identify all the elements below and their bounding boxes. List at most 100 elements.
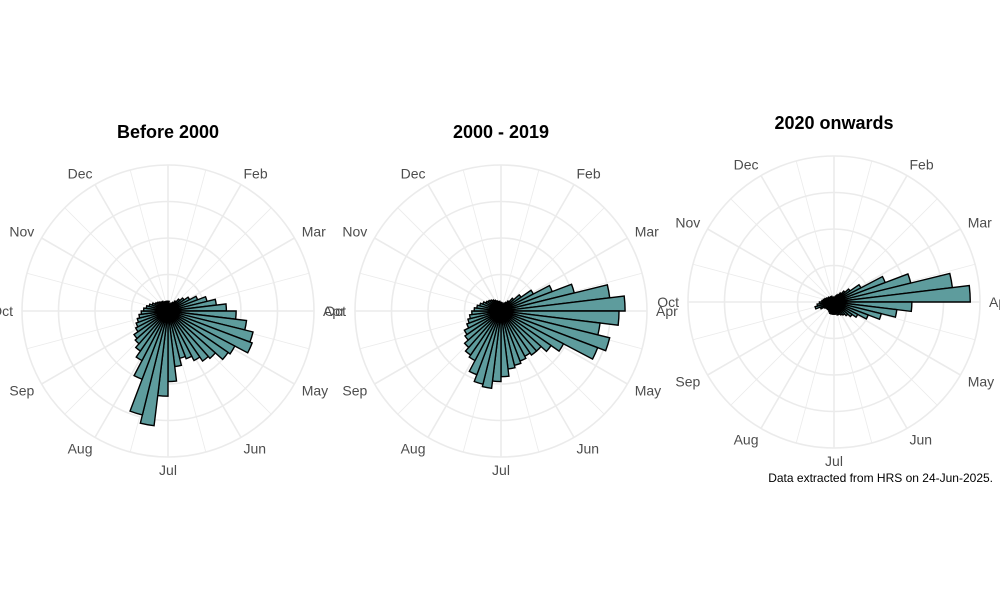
bar-wedge (132, 310, 169, 340)
month-label: Aug (734, 432, 759, 448)
month-label: Jul (159, 462, 177, 478)
month-label: Nov (675, 215, 700, 231)
panel-title: Before 2000 (117, 122, 219, 142)
month-label: Aug (401, 441, 426, 457)
month-label: Aug (68, 441, 93, 457)
month-label: Dec (401, 165, 426, 181)
month-label: Feb (577, 165, 601, 181)
grid-spoke-minor (462, 169, 502, 312)
month-label: Jun (244, 441, 267, 457)
bar-wedge (167, 310, 193, 360)
grid-spoke-minor (167, 207, 272, 312)
month-label: Apr (989, 294, 1000, 310)
bar-wedge (134, 310, 169, 333)
month-label: Jul (492, 462, 510, 478)
bar-series (814, 272, 971, 321)
month-label: Jul (825, 453, 843, 469)
grid-spoke (760, 301, 835, 429)
bar-wedge (167, 310, 217, 360)
bar-series (129, 295, 254, 427)
month-label: Nov (9, 224, 34, 240)
month-label: Sep (675, 374, 700, 390)
month-labels: Feb Mar Apr May Jun Jul Aug Sep Oct Nov Dec (324, 165, 678, 478)
grid-spoke-minor (833, 160, 873, 303)
bar-wedge (463, 310, 502, 336)
grid-spoke (707, 228, 835, 303)
month-label: Apr (656, 303, 678, 319)
month-label: Mar (302, 224, 326, 240)
bar-wedge (471, 310, 502, 316)
month-labels: Feb Mar Apr May Jun Jul Aug Sep Oct Nov Dec (657, 156, 1000, 469)
grid-spoke (94, 184, 169, 312)
bar-wedge (167, 310, 230, 361)
panel-before-2000: Before 2000 Feb Mar Apr May Jun Jul Aug Sep Oct N… (0, 122, 345, 478)
grid-spoke-minor (500, 169, 540, 312)
bar-wedge (140, 310, 169, 316)
bar-wedge (136, 310, 169, 324)
month-label: May (302, 383, 328, 399)
grid-spoke-minor (129, 169, 169, 312)
panel-2000-2019: 2000 - 2019 Feb Mar Apr May Jun Jul Aug Sep Oct N… (324, 122, 678, 478)
month-label: Nov (342, 224, 367, 240)
month-label: May (968, 374, 994, 390)
grid-spoke-minor (500, 207, 605, 312)
month-label: Oct (657, 294, 679, 310)
grid-spoke-minor (692, 263, 835, 303)
bar-wedge (833, 284, 971, 303)
grid-spoke-minor (833, 301, 873, 444)
bar-wedge (500, 295, 626, 312)
month-label: Dec (68, 165, 93, 181)
month-label: Sep (9, 383, 34, 399)
month-label: May (635, 383, 661, 399)
grid-spoke-minor (833, 198, 938, 303)
bar-wedge (463, 310, 502, 349)
grid-spoke (707, 301, 835, 376)
bar-wedge (468, 310, 502, 320)
grid-spoke (167, 184, 242, 312)
month-label: Jun (910, 432, 933, 448)
bar-wedge (467, 310, 502, 324)
grid-spoke-minor (167, 169, 207, 312)
grid-spoke (833, 175, 908, 303)
bar-wedge (138, 310, 169, 319)
month-label: Apr (323, 303, 345, 319)
grid-spoke-minor (833, 301, 938, 406)
month-labels: Feb Mar Apr May Jun Jul Aug Sep Oct Nov Dec (0, 165, 345, 478)
bar-wedge (167, 310, 210, 363)
data-source-caption: Data extracted from HRS on 24-Jun-2025. (768, 471, 993, 485)
grid-spoke-minor (397, 207, 502, 312)
month-label: Mar (635, 224, 659, 240)
grid-spoke-minor (692, 301, 835, 341)
grid-spoke-minor (795, 301, 835, 444)
bar-wedge (167, 310, 201, 362)
bar-series (463, 283, 626, 390)
bar-wedge (832, 296, 835, 303)
grid-spoke (500, 184, 575, 312)
panel-title: 2000 - 2019 (453, 122, 549, 142)
month-label: Dec (734, 156, 759, 172)
bar-wedge (465, 310, 502, 329)
grid-spoke-minor (795, 160, 835, 303)
bar-wedge (463, 310, 502, 342)
grid-spoke (760, 175, 835, 303)
grid-spoke (833, 301, 908, 429)
grid-spoke-minor (26, 272, 169, 312)
month-label: Feb (910, 156, 934, 172)
grid-spoke (374, 237, 502, 312)
month-label: Feb (244, 165, 268, 181)
bar-wedge (500, 310, 553, 353)
panel-2020-onwards: 2020 onwards Feb Mar Apr May Jun Jul Aug Sep Oct… (657, 113, 1000, 469)
bar-wedge (500, 310, 538, 357)
bar-wedge (166, 300, 169, 312)
month-label: Jun (577, 441, 600, 457)
bar-wedge (135, 310, 169, 328)
grid-spoke (41, 237, 169, 312)
month-label: Sep (342, 383, 367, 399)
panel-title: 2020 onwards (774, 113, 893, 133)
grid-spoke-minor (730, 301, 835, 406)
grid-spoke-minor (730, 198, 835, 303)
month-label: Oct (324, 303, 346, 319)
grid-spoke (427, 184, 502, 312)
month-label: Oct (0, 303, 13, 319)
